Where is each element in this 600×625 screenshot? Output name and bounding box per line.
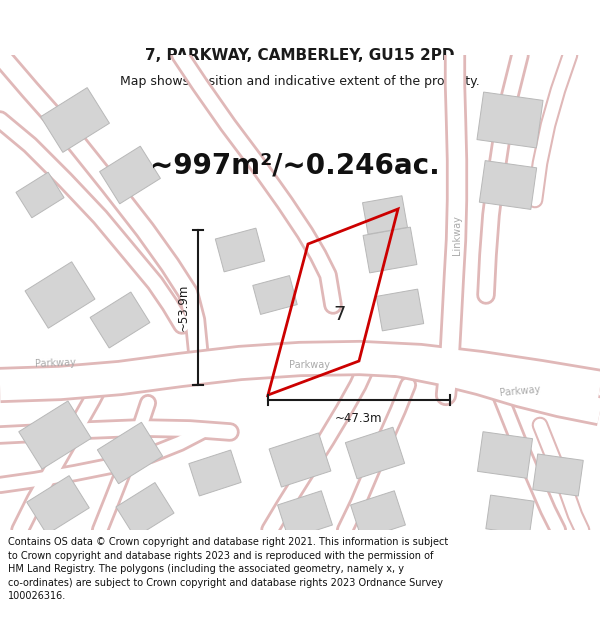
Bar	[189, 450, 241, 496]
Bar	[478, 432, 533, 478]
Bar	[346, 428, 404, 479]
Bar	[477, 92, 543, 148]
Text: Parkway: Parkway	[290, 360, 331, 370]
Bar	[90, 292, 150, 348]
Text: ~47.3m: ~47.3m	[335, 412, 383, 425]
Text: 7, PARKWAY, CAMBERLEY, GU15 2PD: 7, PARKWAY, CAMBERLEY, GU15 2PD	[145, 48, 455, 63]
Bar	[479, 161, 536, 209]
Text: ~997m²/~0.246ac.: ~997m²/~0.246ac.	[150, 151, 440, 179]
Bar	[97, 422, 163, 484]
Bar	[486, 495, 534, 535]
Bar	[100, 146, 160, 204]
Bar	[533, 454, 583, 496]
Text: Parkway: Parkway	[499, 384, 541, 398]
Bar	[269, 433, 331, 487]
Text: Linkway: Linkway	[452, 215, 462, 255]
Bar	[27, 476, 89, 534]
Bar	[350, 491, 406, 539]
Text: Parkway: Parkway	[34, 357, 76, 369]
Bar	[19, 401, 91, 469]
Bar	[16, 173, 64, 218]
Bar	[215, 228, 265, 272]
Bar	[25, 262, 95, 328]
Bar	[253, 276, 297, 314]
Bar	[363, 227, 417, 273]
Bar	[278, 491, 332, 539]
Text: Contains OS data © Crown copyright and database right 2021. This information is : Contains OS data © Crown copyright and d…	[8, 537, 448, 601]
Bar	[376, 289, 424, 331]
Bar	[362, 196, 407, 234]
Text: Map shows position and indicative extent of the property.: Map shows position and indicative extent…	[120, 75, 480, 88]
Text: 7: 7	[334, 306, 346, 324]
Text: ~53.9m: ~53.9m	[177, 284, 190, 331]
Bar	[116, 482, 174, 538]
Bar	[41, 88, 109, 152]
